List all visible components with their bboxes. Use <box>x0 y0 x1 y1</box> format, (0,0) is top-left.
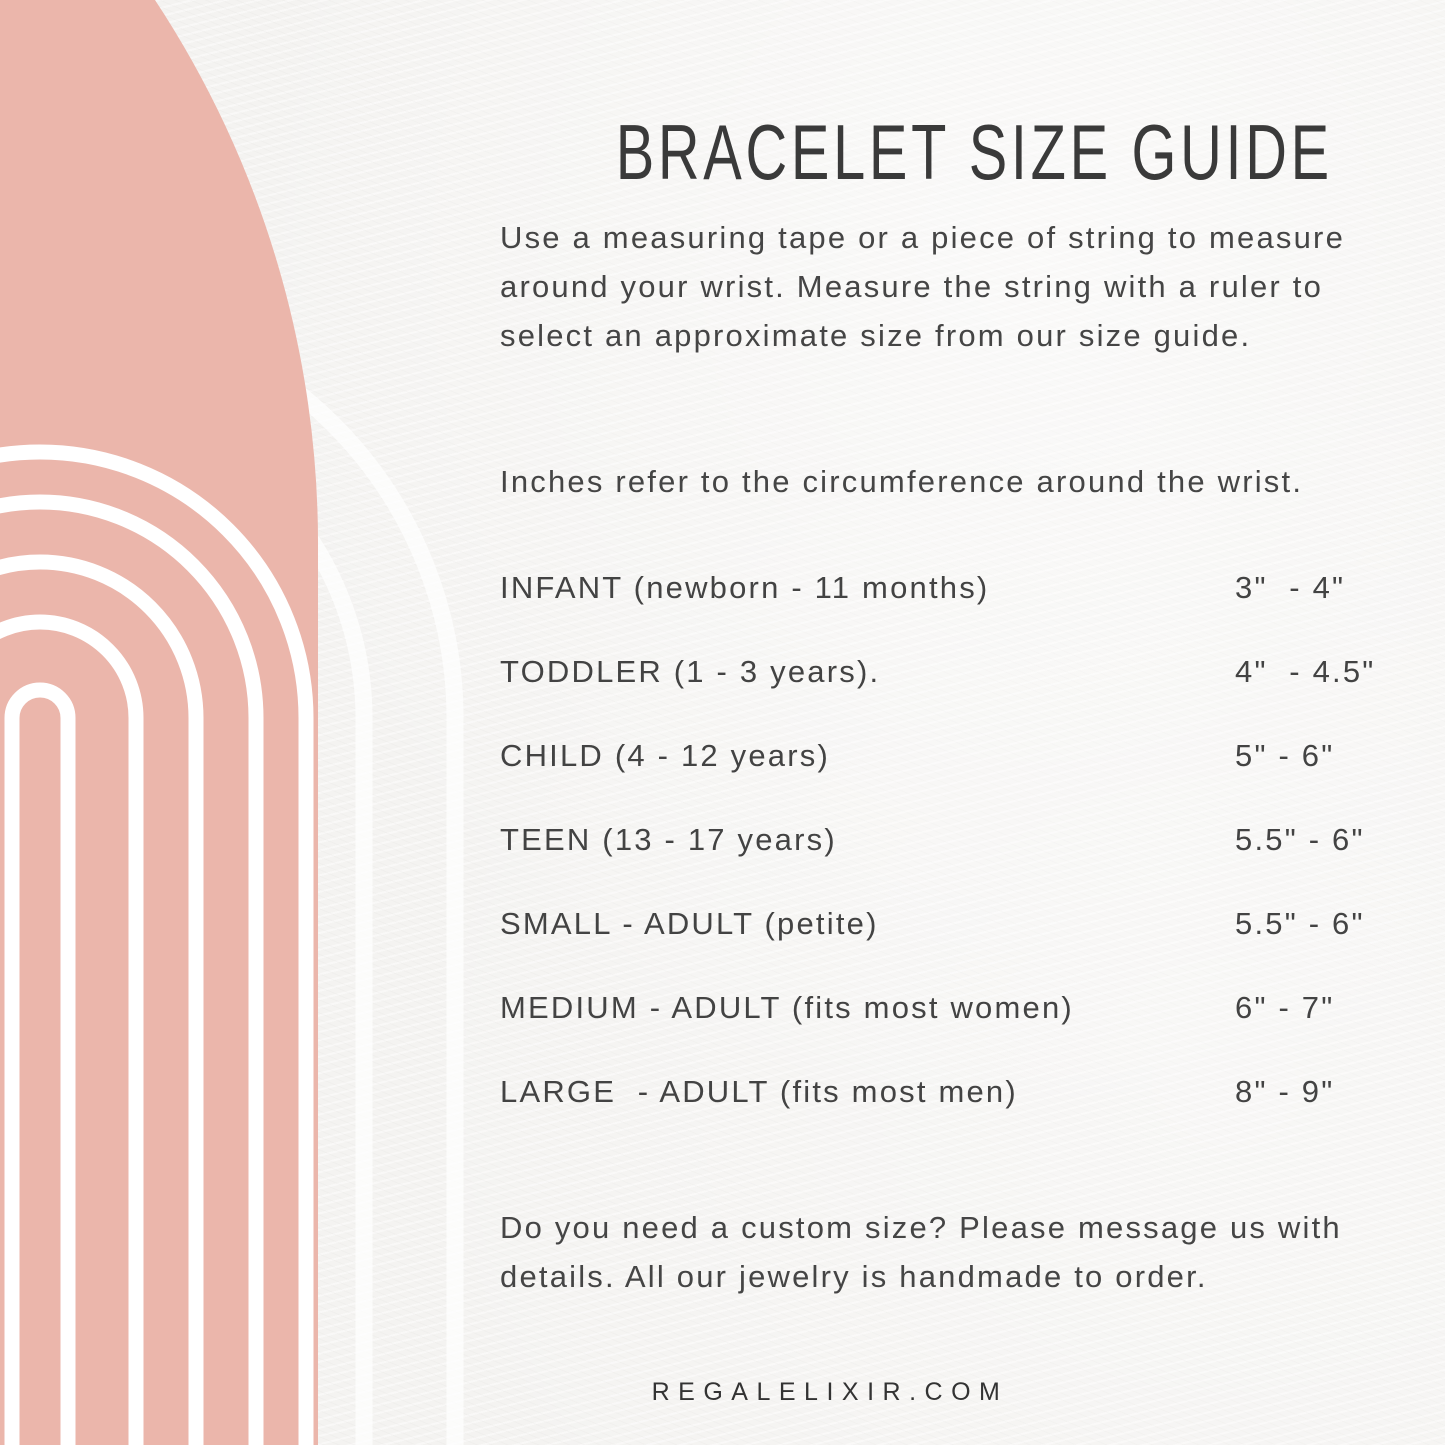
size-range: 8" - 9" <box>1235 1074 1335 1109</box>
size-label: TODDLER (1 - 3 years). <box>500 654 881 689</box>
ring-group <box>0 444 314 1445</box>
size-row-toddler: TODDLER (1 - 3 years). 4" - 4.5" <box>500 654 1390 692</box>
size-range: 4" - 4.5" <box>1235 654 1376 689</box>
measurement-note: Inches refer to the circumference around… <box>500 464 1304 499</box>
arch-ring <box>0 494 264 1445</box>
size-label: CHILD (4 - 12 years) <box>500 738 830 773</box>
page-title: BRACELET SIZE GUIDE <box>615 108 1333 197</box>
size-row-large-adult: LARGE - ADULT (fits most men) 8" - 9" <box>500 1074 1390 1112</box>
size-range: 6" - 7" <box>1235 990 1335 1025</box>
size-range: 5" - 6" <box>1235 738 1335 773</box>
arch-shape <box>0 0 319 1445</box>
size-range: 5.5" - 6" <box>1235 906 1365 941</box>
custom-size-paragraph: Do you need a custom size? Please messag… <box>500 1210 1353 1294</box>
size-label: INFANT (newborn - 11 months) <box>500 570 990 605</box>
size-row-small-adult: SMALL - ADULT (petite) 5.5" - 6" <box>500 906 1390 944</box>
size-label: TEEN (13 - 17 years) <box>500 822 837 857</box>
size-label: MEDIUM - ADULT (fits most women) <box>500 990 1074 1025</box>
arch-ring <box>4 682 76 1445</box>
size-range: 3" - 4" <box>1235 570 1346 605</box>
size-row-infant: INFANT (newborn - 11 months) 3" - 4" <box>500 570 1390 608</box>
size-row-child: CHILD (4 - 12 years) 5" - 6" <box>500 738 1390 776</box>
arch-ring <box>0 614 144 1445</box>
size-label: SMALL - ADULT (petite) <box>500 906 879 941</box>
size-label: LARGE - ADULT (fits most men) <box>500 1074 1018 1109</box>
size-table: INFANT (newborn - 11 months) 3" - 4" TOD… <box>500 570 1390 1158</box>
size-row-medium-adult: MEDIUM - ADULT (fits most women) 6" - 7" <box>500 990 1390 1028</box>
intro-paragraph: Use a measuring tape or a piece of strin… <box>500 220 1356 353</box>
arch-ring <box>0 444 314 1445</box>
size-row-teen: TEEN (13 - 17 years) 5.5" - 6" <box>500 822 1390 860</box>
size-range: 5.5" - 6" <box>1235 822 1365 857</box>
website-url: REGALELIXIR.COM <box>651 1378 1009 1406</box>
arch-ring <box>0 554 204 1445</box>
